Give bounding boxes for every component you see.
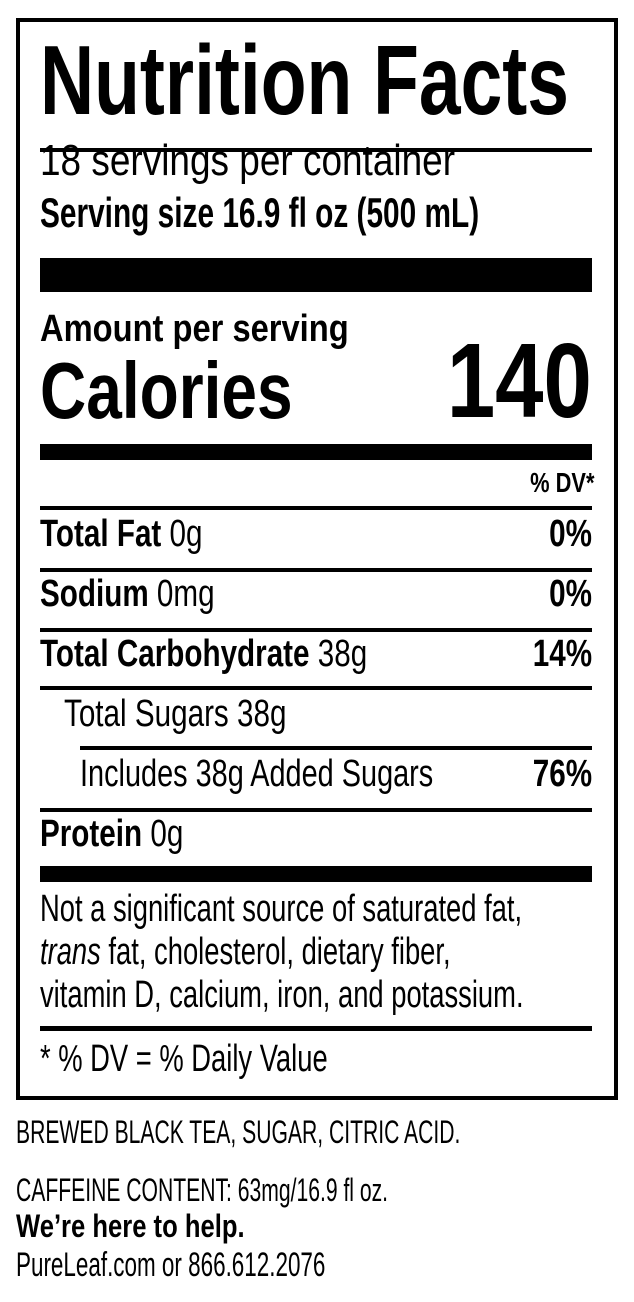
label-title: Nutrition Facts (40, 25, 569, 135)
divider (40, 1026, 592, 1031)
nutrient-row-total-carbohydrate: Total Carbohydrate 38g 14% (40, 633, 592, 675)
not-significant-note: Not a significant source of saturated fa… (40, 888, 524, 1016)
calories-value: 140 (446, 322, 592, 440)
thick-divider (40, 258, 592, 292)
divider (40, 506, 592, 510)
nutrient-row-protein: Protein 0g (40, 813, 184, 855)
nutrient-row-sodium: Sodium 0mg 0% (40, 573, 592, 615)
nutrient-row-total-fat: Total Fat 0g 0% (40, 513, 592, 555)
calories-label: Calories (40, 346, 293, 435)
divider (40, 568, 592, 572)
serving-size: Serving size 16.9 fl oz (500 mL) (40, 189, 480, 236)
dv-header: % DV* (529, 467, 594, 498)
contact-info: PureLeaf.com or 866.612.2076 (16, 1246, 326, 1284)
divider (40, 686, 592, 690)
amount-per-serving: Amount per serving (40, 308, 349, 350)
nutrition-facts-panel (16, 18, 618, 1100)
nutrient-row-total-sugars: Total Sugars 38g (64, 693, 287, 735)
servings-per-container: 18 servings per container (40, 136, 456, 185)
help-heading: We’re here to help. (16, 1208, 245, 1244)
divider (40, 808, 592, 812)
nutrient-row-added-sugars: Includes 38g Added Sugars 76% (80, 753, 592, 795)
divider (80, 746, 592, 750)
ingredients: BREWED BLACK TEA, SUGAR, CITRIC ACID. (16, 1114, 461, 1150)
caffeine-content: CAFFEINE CONTENT: 63mg/16.9 fl oz. (16, 1172, 389, 1208)
dv-footnote: * % DV = % Daily Value (40, 1038, 328, 1080)
divider (40, 628, 592, 632)
divider (40, 148, 592, 152)
medium-divider (40, 444, 592, 460)
medium-divider (40, 866, 592, 882)
